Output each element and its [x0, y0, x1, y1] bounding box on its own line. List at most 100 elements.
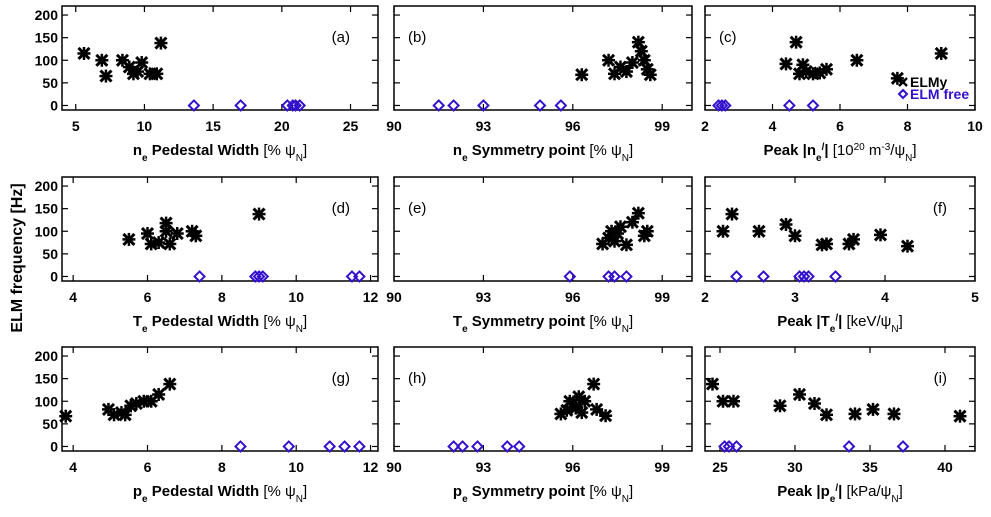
elm-free-point — [512, 440, 526, 453]
plot-frame — [393, 5, 693, 111]
x-tick-label: 30 — [787, 459, 803, 475]
x-tick-label: 10 — [137, 118, 153, 134]
chart-panel: 25 30 35 40 (i) Peak |pe/| [kPa/ψN] — [704, 346, 976, 505]
chart-panel: 90 93 96 99 (e) Te Symmetry point [% ψN] — [386, 176, 693, 335]
y-tick-label: 100 — [35, 393, 59, 409]
x-tick-label: 10 — [967, 118, 983, 134]
elm-free-point — [432, 99, 446, 112]
elmy-point — [792, 387, 807, 402]
elmy-point — [599, 409, 613, 423]
x-tick-label: 35 — [862, 459, 878, 475]
x-tick-label: 6 — [836, 118, 844, 134]
elm-free-point — [476, 99, 490, 112]
elmy-point — [152, 387, 166, 402]
elmy-point — [625, 55, 639, 70]
elm-free-point — [730, 270, 743, 283]
x-tick-label: 12 — [363, 459, 379, 475]
x-tick-label: 3 — [791, 289, 799, 305]
y-tick-label: 150 — [35, 201, 59, 217]
x-tick-label: 2 — [701, 289, 709, 305]
elmy-point — [170, 226, 184, 241]
elmy-point — [252, 207, 266, 221]
panel-label: (h) — [408, 370, 426, 387]
elm-free-point — [782, 99, 796, 112]
x-tick-label: 93 — [476, 459, 492, 475]
elmy-point — [643, 68, 657, 82]
x-tick-label: 8 — [904, 118, 912, 134]
chart-panel: 90 93 96 99 (h) pe Symmetry point [% ψN] — [386, 346, 693, 505]
elm-free-point — [802, 270, 815, 283]
elm-free-point — [842, 440, 856, 453]
plot-frame — [393, 176, 693, 282]
elm-free-point — [554, 99, 568, 112]
x-axis-label: Peak |ne/| [1020 m-3/ψN] — [763, 142, 916, 164]
x-axis-label: pe Pedestal Width [% ψN] — [133, 483, 307, 505]
elmy-point — [607, 234, 622, 248]
elm-free-point — [533, 99, 547, 112]
elmy-point — [122, 232, 136, 246]
x-tick-label: 10 — [288, 289, 304, 305]
chart-panel: 90 93 96 99 (b) ne Symmetry point [% ψN] — [386, 5, 693, 164]
y-tick-label: 50 — [42, 416, 58, 432]
elm-free-point — [234, 440, 247, 453]
x-tick-label: 93 — [476, 289, 492, 305]
x-tick-label: 99 — [654, 289, 670, 305]
elmy-point — [152, 236, 166, 250]
elm-free-point — [896, 440, 910, 453]
panel-label: (a) — [332, 29, 350, 46]
elmy-point — [819, 62, 834, 76]
elmy-point — [607, 67, 622, 81]
elmy-point — [189, 229, 203, 243]
elmy-point — [154, 36, 168, 50]
y-tick-label: 0 — [50, 438, 58, 454]
elmy-point — [890, 71, 904, 85]
elm-free-point — [293, 99, 307, 112]
x-axis-label: ne Pedestal Width [% ψN] — [133, 142, 307, 164]
x-tick-label: 90 — [386, 289, 402, 305]
elm-free-point — [471, 440, 484, 453]
x-tick-label: 40 — [937, 459, 953, 475]
x-tick-label: 10 — [288, 459, 304, 475]
elmy-point — [773, 399, 787, 413]
x-tick-label: 2 — [701, 118, 709, 134]
x-tick-label: 99 — [654, 118, 670, 134]
elm-free-point — [193, 270, 206, 283]
elm-free-point — [447, 99, 461, 112]
panel-label: (i) — [934, 370, 947, 387]
chart-panel: 2 3 4 5 (f) Peak |Te/| [keV/ψN] — [701, 176, 979, 335]
elm-free-point — [234, 99, 248, 112]
elmy-point — [807, 396, 822, 411]
panel-label: (g) — [332, 370, 350, 387]
x-tick-label: 99 — [654, 459, 670, 475]
elmy-point — [99, 69, 113, 83]
x-tick-label: 96 — [565, 118, 581, 134]
elmy-point — [850, 53, 864, 67]
x-axis-label: Te Pedestal Width [% ψN] — [133, 313, 307, 335]
x-tick-label: 4 — [69, 459, 77, 475]
elmy-point — [131, 65, 145, 79]
x-axis-label: pe Symmetry point [% ψN] — [453, 483, 633, 505]
legend-elm-free-label: ELM free — [910, 86, 969, 102]
plot-frame — [393, 346, 693, 452]
elm-free-point — [715, 99, 729, 112]
y-tick-label: 100 — [35, 223, 59, 239]
elmy-point — [819, 237, 834, 251]
elm-free-point — [187, 99, 201, 112]
elm-free-point — [256, 270, 270, 283]
elm-free-point — [793, 270, 806, 283]
elm-free-point — [718, 440, 731, 453]
x-tick-label: 93 — [476, 118, 492, 134]
elmy-point — [59, 409, 73, 423]
elmy-point — [640, 224, 654, 238]
y-tick-label: 0 — [50, 97, 58, 113]
elm-free-point — [352, 270, 366, 283]
elmy-point — [725, 207, 739, 221]
y-tick-label: 150 — [35, 30, 59, 46]
elmy-point — [779, 217, 793, 232]
panel-label: (d) — [332, 200, 350, 217]
elmy-point — [848, 407, 862, 421]
elmy-point — [846, 232, 861, 246]
elmy-point — [900, 239, 915, 253]
x-tick-label: 96 — [565, 459, 581, 475]
